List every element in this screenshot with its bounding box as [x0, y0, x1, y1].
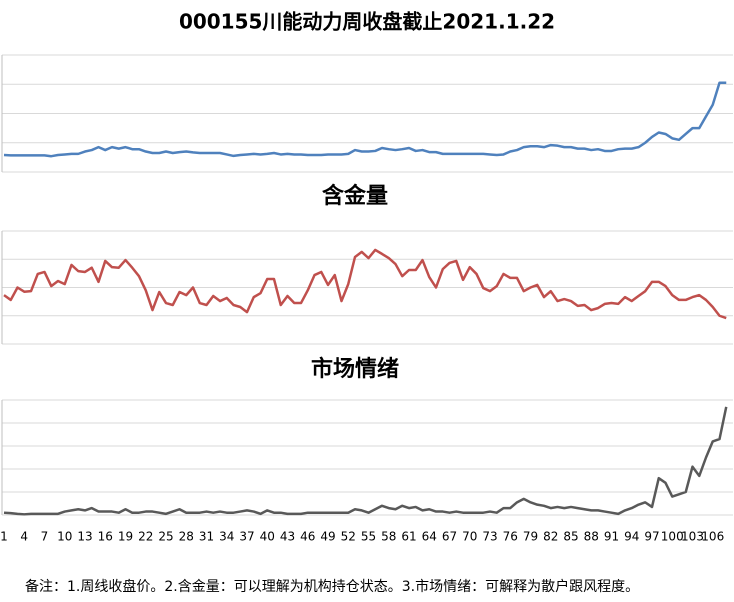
- x-tick-label: 4: [20, 530, 28, 544]
- x-tick-label: 106: [701, 530, 724, 544]
- x-tick-label: 16: [98, 530, 113, 544]
- x-tick-label: 46: [300, 530, 315, 544]
- data-line: [3, 406, 728, 516]
- x-tick-label: 73: [482, 530, 497, 544]
- x-tick-label: 61: [401, 530, 416, 544]
- x-tick-label: 97: [644, 530, 659, 544]
- x-tick-label: 19: [118, 530, 133, 544]
- x-tick-label: 79: [523, 530, 538, 544]
- x-tick-label: 22: [138, 530, 153, 544]
- x-tick-label: 43: [280, 530, 295, 544]
- x-tick-label: 94: [624, 530, 639, 544]
- footnote: 备注：1.周线收盘价。2.含金量：可以理解为机构持仓状态。3.市场情绪：可解释为…: [25, 578, 639, 595]
- x-tick-label: 10: [57, 530, 72, 544]
- x-tick-label: 34: [219, 530, 234, 544]
- chart-title: 000155川能动力周收盘截止2021.1.22: [179, 10, 555, 34]
- x-tick-label: 49: [320, 530, 335, 544]
- x-tick-label: 31: [199, 530, 214, 544]
- x-tick-label: 55: [361, 530, 376, 544]
- x-tick-label: 88: [584, 530, 599, 544]
- x-tick-label: 82: [543, 530, 558, 544]
- x-tick-label: 58: [381, 530, 396, 544]
- x-tick-label: 1: [0, 530, 8, 544]
- x-tick-label: 70: [462, 530, 477, 544]
- data-line: [3, 81, 727, 158]
- x-tick-label: 52: [341, 530, 356, 544]
- x-tick-label: 85: [563, 530, 578, 544]
- x-tick-label: 91: [604, 530, 619, 544]
- x-tick-label: 76: [503, 530, 518, 544]
- x-tick-label: 37: [239, 530, 254, 544]
- x-tick-label: 100: [661, 530, 684, 544]
- x-tick-label: 28: [179, 530, 194, 544]
- x-tick-label: 13: [77, 530, 92, 544]
- x-tick-label: 103: [681, 530, 704, 544]
- x-tick-label: 64: [422, 530, 437, 544]
- x-tick-label: 7: [41, 530, 49, 544]
- data-line: [3, 248, 727, 320]
- x-tick-label: 25: [158, 530, 173, 544]
- chart-title: 含金量: [322, 183, 388, 209]
- x-tick-label: 40: [260, 530, 275, 544]
- chart-title: 市场情绪: [311, 356, 399, 382]
- x-tick-label: 67: [442, 530, 457, 544]
